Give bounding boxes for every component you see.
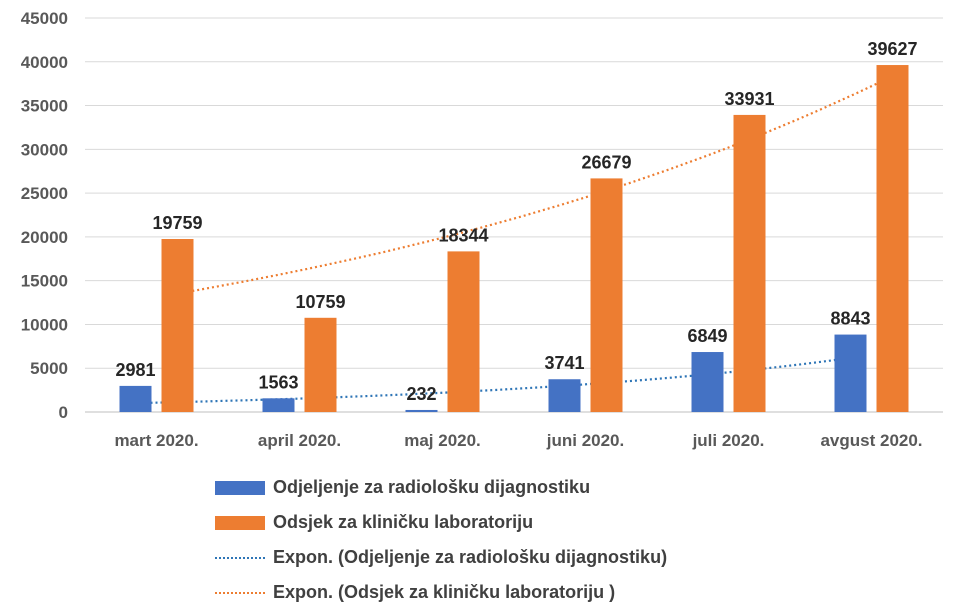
x-tick-label: maj 2020. bbox=[404, 431, 481, 450]
legend-label-trend-1: Expon. (Odsjek za kliničku laboratoriju … bbox=[273, 582, 616, 602]
y-tick-label: 40000 bbox=[21, 53, 68, 72]
legend: Odjeljenje za radiološku dijagnostiku Od… bbox=[215, 470, 667, 610]
data-label-series-1: 26679 bbox=[581, 152, 631, 172]
trendlines bbox=[135, 75, 893, 405]
bar-series-1 bbox=[304, 317, 337, 412]
data-label-series-1: 19759 bbox=[152, 213, 202, 233]
data-label-series-1: 10759 bbox=[295, 292, 345, 312]
x-tick-label: avgust 2020. bbox=[820, 431, 922, 450]
x-axis-tick-labels: mart 2020. april 2020. maj 2020. juni 2020.… bbox=[114, 431, 922, 450]
legend-label-series-0: Odjeljenje za radiološku dijagnostiku bbox=[273, 477, 591, 497]
bar-series-0 bbox=[691, 352, 724, 412]
gridlines bbox=[85, 17, 943, 413]
data-label-series-0: 8843 bbox=[830, 309, 870, 329]
y-tick-label: 0 bbox=[59, 403, 68, 422]
data-label-series-1: 18344 bbox=[438, 225, 488, 245]
x-tick-label: juni 2020. bbox=[546, 431, 624, 450]
y-tick-label: 30000 bbox=[21, 140, 68, 159]
data-label-series-1: 33931 bbox=[724, 89, 774, 109]
data-labels: 2981 19759 1563 10759 232 18344 3741 26679 6849 3… bbox=[115, 39, 917, 404]
trendline-0 bbox=[135, 356, 851, 405]
y-tick-label: 20000 bbox=[21, 228, 68, 247]
x-tick-label: mart 2020. bbox=[114, 431, 198, 450]
bar-series-1 bbox=[876, 65, 909, 412]
y-axis-tick-labels: 0 5000 10000 15000 20000 25000 30000 35000 40000… bbox=[21, 9, 68, 422]
data-label-series-0: 2981 bbox=[115, 360, 155, 380]
bar-series-1 bbox=[590, 178, 623, 412]
legend-label-trend-0: Expon. (Odjeljenje za radiološku dijagno… bbox=[273, 547, 668, 567]
y-tick-label: 25000 bbox=[21, 184, 68, 203]
x-tick-label: april 2020. bbox=[258, 431, 341, 450]
legend-label-series-1: Odsjek za kliničku laboratoriju bbox=[273, 512, 534, 532]
data-label-series-0: 3741 bbox=[544, 353, 584, 373]
bar-series-0 bbox=[834, 334, 867, 412]
legend-item-trend-1: Expon. (Odsjek za kliničku laboratoriju … bbox=[215, 575, 667, 610]
y-tick-label: 45000 bbox=[21, 9, 68, 28]
y-tick-label: 35000 bbox=[21, 97, 68, 116]
bar-series-1 bbox=[161, 238, 194, 412]
data-label-series-0: 6849 bbox=[687, 326, 727, 346]
legend-swatch-series-1 bbox=[215, 515, 265, 530]
y-tick-label: 15000 bbox=[21, 272, 68, 291]
legend-item-series-0: Odjeljenje za radiološku dijagnostiku bbox=[215, 470, 667, 505]
bars bbox=[119, 65, 909, 412]
y-tick-label: 10000 bbox=[21, 315, 68, 334]
legend-swatch-series-0 bbox=[215, 480, 265, 495]
chart: 0 5000 10000 15000 20000 25000 30000 35000 40000… bbox=[21, 9, 943, 450]
bar-series-1 bbox=[733, 114, 766, 412]
trendline-1 bbox=[177, 75, 893, 295]
x-tick-label: juli 2020. bbox=[692, 431, 765, 450]
bar-series-0 bbox=[262, 398, 295, 412]
bar-series-1 bbox=[447, 251, 480, 412]
bar-series-0 bbox=[405, 409, 438, 412]
data-label-series-0: 1563 bbox=[258, 372, 298, 392]
data-label-series-0: 232 bbox=[406, 384, 436, 404]
bar-series-0 bbox=[548, 379, 581, 412]
bar-series-0 bbox=[119, 385, 152, 412]
legend-item-trend-0: Expon. (Odjeljenje za radiološku dijagno… bbox=[215, 540, 667, 575]
legend-line-trend-0 bbox=[215, 556, 265, 559]
legend-line-trend-1 bbox=[215, 591, 265, 594]
data-label-series-1: 39627 bbox=[867, 39, 917, 59]
y-tick-label: 5000 bbox=[30, 359, 68, 378]
legend-item-series-1: Odsjek za kliničku laboratoriju bbox=[215, 505, 667, 540]
